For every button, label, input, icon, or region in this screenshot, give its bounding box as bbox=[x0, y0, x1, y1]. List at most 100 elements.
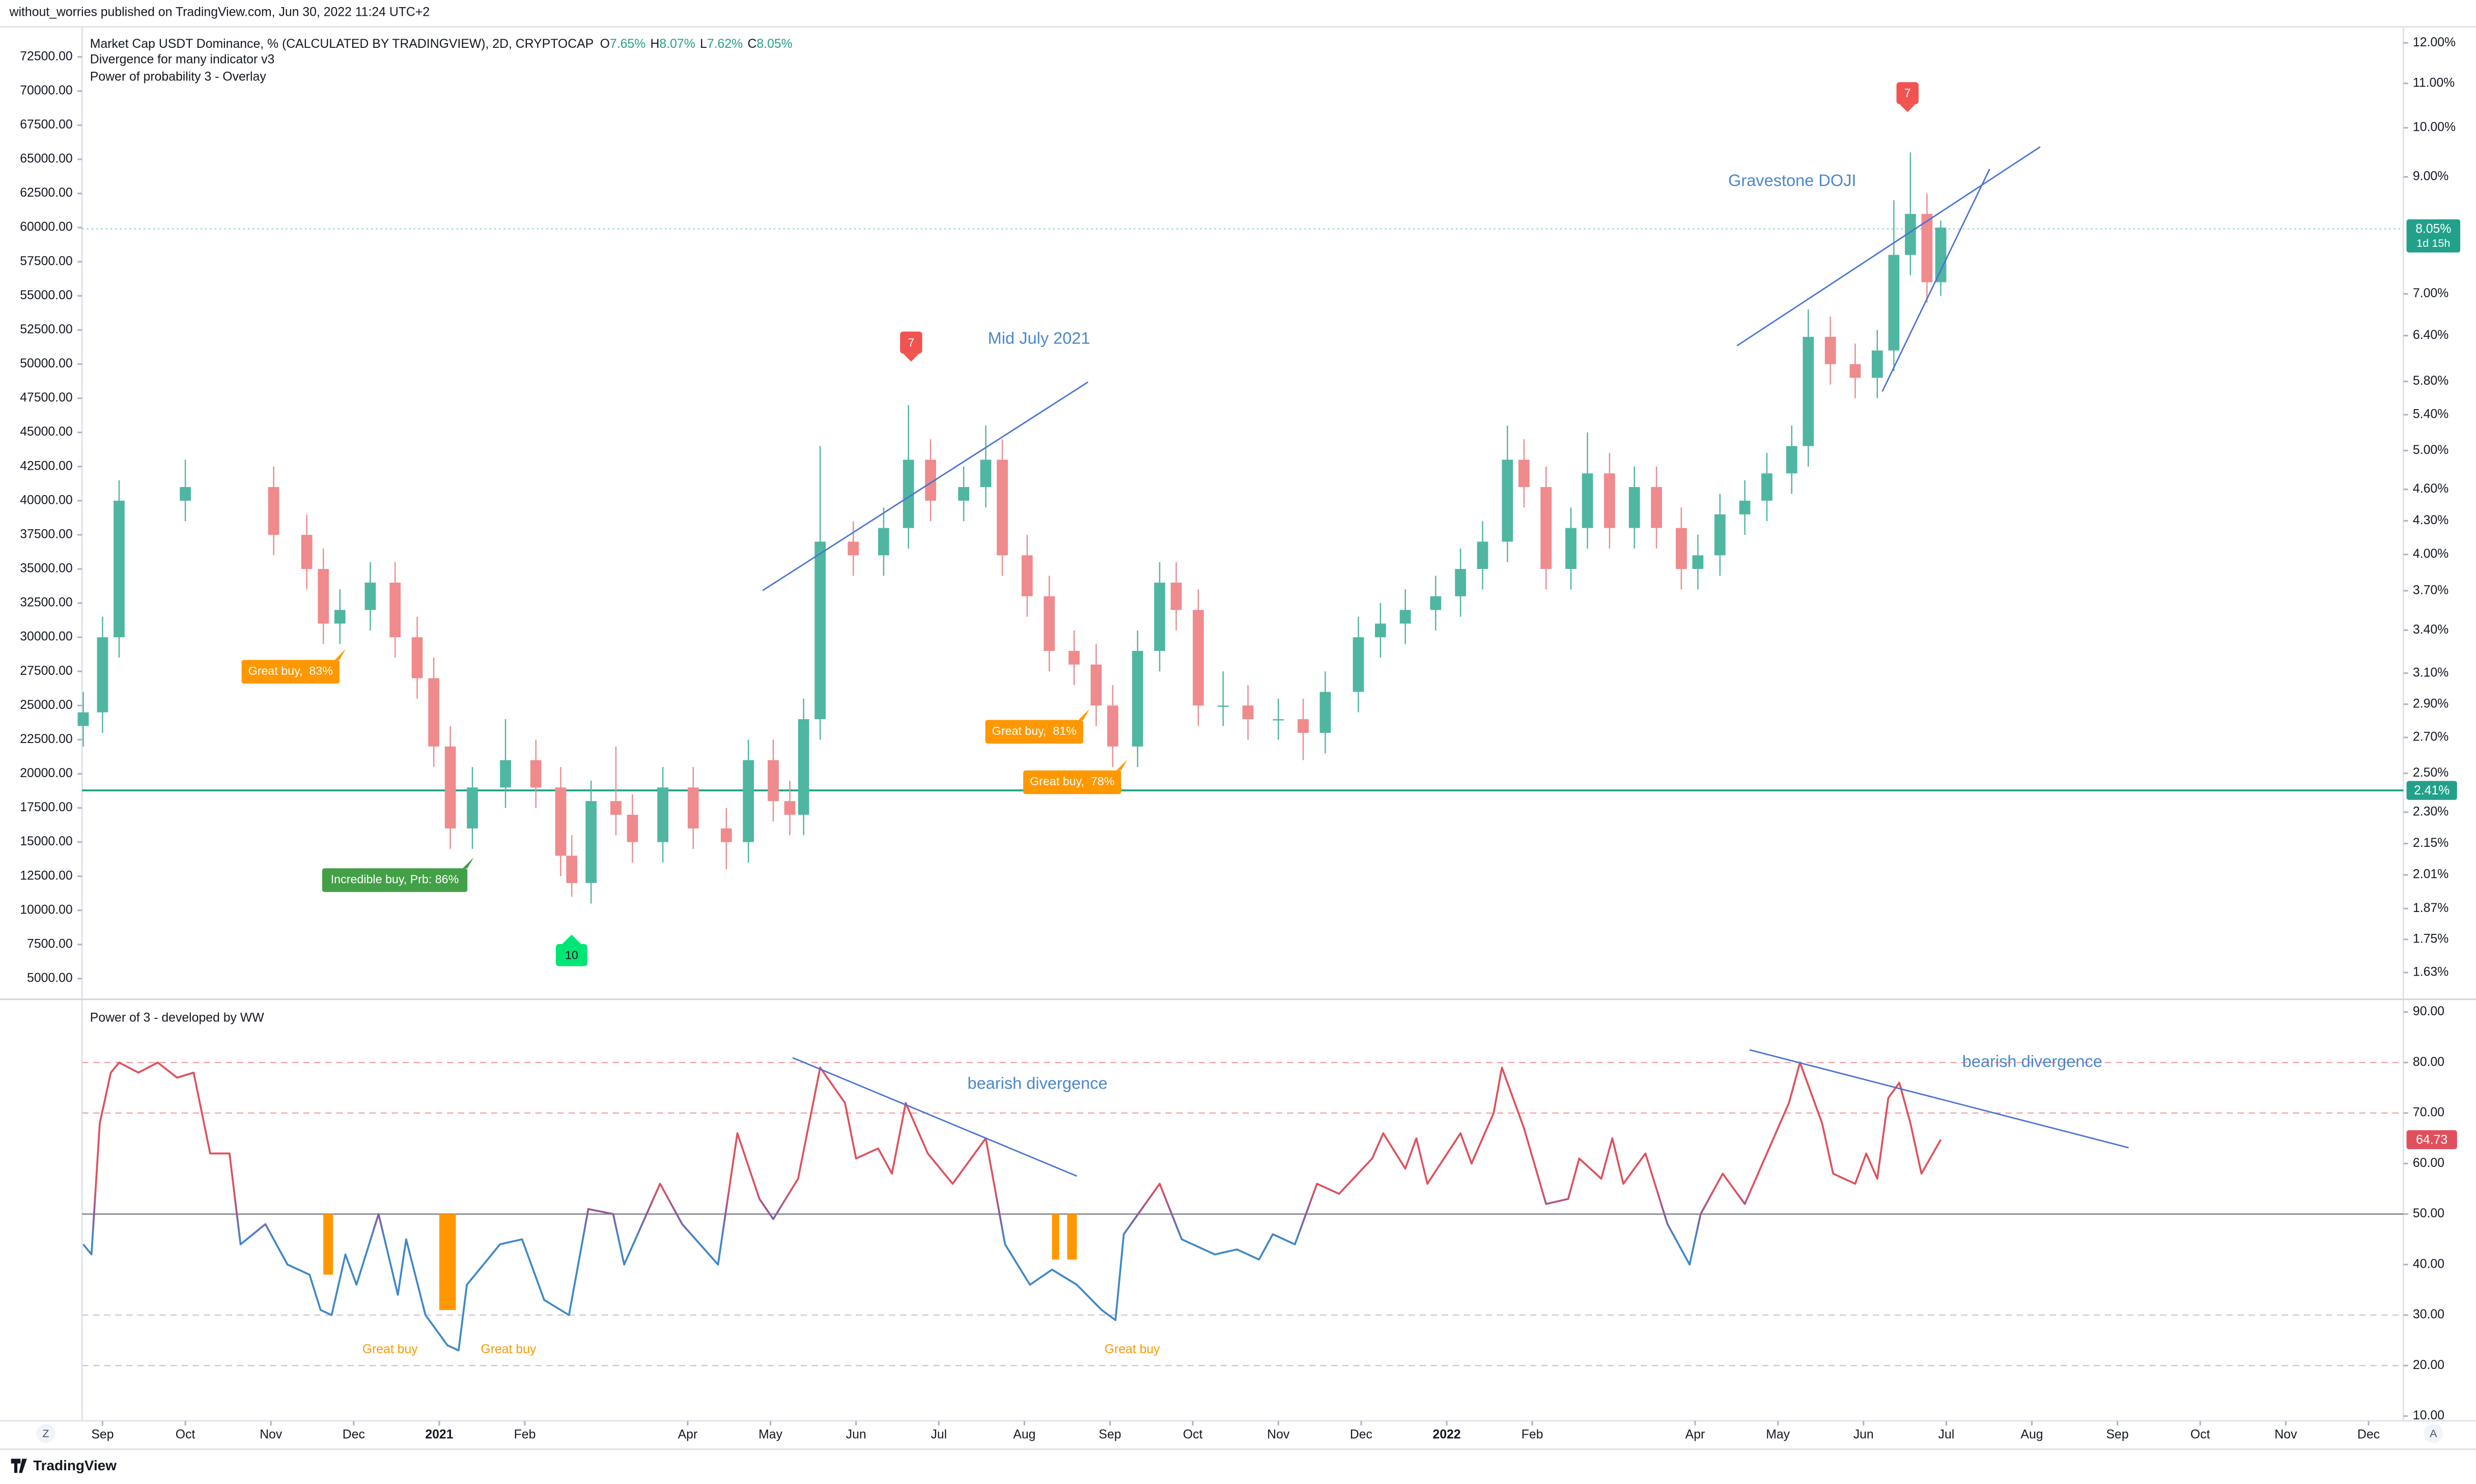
candle-body bbox=[878, 528, 889, 556]
candle-body bbox=[1651, 487, 1662, 528]
y2-tick-label: 2.70% bbox=[2413, 730, 2449, 744]
candle-body bbox=[1502, 460, 1513, 542]
last-price-badge bbox=[2406, 219, 2460, 253]
last-value-badge bbox=[2406, 1130, 2457, 1149]
signal-bar bbox=[439, 1214, 456, 1310]
x-tick-label: Nov bbox=[2274, 1428, 2297, 1441]
signal-arrow bbox=[1899, 104, 1916, 112]
candle-body bbox=[1044, 596, 1055, 651]
candle-body bbox=[411, 637, 423, 678]
y2-tick-label: 5.40% bbox=[2413, 407, 2449, 421]
y-tick-label: 52500.00 bbox=[20, 323, 72, 336]
y-tick-label: 80.00 bbox=[2413, 1055, 2444, 1069]
y2-tick-label: 11.00% bbox=[2413, 76, 2455, 90]
candle-body bbox=[1242, 705, 1254, 720]
x-tick-label: Oct bbox=[1183, 1428, 1203, 1441]
x-tick-label: Oct bbox=[176, 1428, 195, 1441]
annotation-text: Mid July 2021 bbox=[988, 329, 1090, 348]
candle-body bbox=[1319, 692, 1331, 733]
candle-body bbox=[334, 610, 346, 624]
label-box bbox=[1023, 770, 1121, 794]
candle-body bbox=[903, 460, 914, 528]
candle-body bbox=[1455, 569, 1466, 596]
candle-body bbox=[1353, 637, 1364, 692]
candle-body bbox=[610, 801, 622, 815]
logo-mark bbox=[11, 1459, 27, 1473]
x-tick-label: May bbox=[758, 1428, 782, 1441]
x-tick-label: Aug bbox=[1013, 1428, 1035, 1441]
candle-body bbox=[500, 760, 511, 788]
button-label[interactable]: A bbox=[2430, 1427, 2437, 1440]
y2-tick-label: 1.87% bbox=[2413, 901, 2449, 915]
button[interactable] bbox=[36, 1424, 55, 1443]
sell-signal: 7 bbox=[900, 331, 922, 362]
ohlc-value: 8.07% bbox=[659, 37, 695, 50]
ohlc-key: L bbox=[700, 37, 707, 50]
candle-body bbox=[1273, 719, 1284, 721]
x-tick-label: Jul bbox=[931, 1428, 947, 1441]
candle-body bbox=[1477, 541, 1488, 569]
candle-body bbox=[1399, 610, 1411, 624]
signal-bar bbox=[1067, 1214, 1077, 1260]
candle-body bbox=[1739, 500, 1751, 515]
signal-text: 7 bbox=[1904, 87, 1911, 100]
indicator-name: Power of probability 3 - Overlay bbox=[90, 70, 267, 84]
price-badge bbox=[2406, 781, 2457, 800]
trend-line bbox=[762, 381, 1089, 591]
ohlc-value: 7.62% bbox=[707, 37, 743, 50]
x-tick-label: Dec bbox=[1350, 1428, 1372, 1441]
bar-label: Great buy bbox=[1105, 1343, 1160, 1356]
y2-tick-label: 6.40% bbox=[2413, 328, 2449, 342]
candle-body bbox=[687, 787, 699, 829]
candle-body bbox=[1761, 473, 1772, 501]
y-tick-label: 40.00 bbox=[2413, 1257, 2444, 1271]
candle-body bbox=[1582, 473, 1593, 528]
bar-label: Great buy bbox=[362, 1343, 418, 1356]
ohlc-value: 7.65% bbox=[610, 37, 645, 50]
candle-body bbox=[1604, 473, 1615, 528]
legend-title: Market Cap USDT Dominance, % (CALCULATED… bbox=[90, 37, 594, 50]
candle-body bbox=[1888, 254, 1900, 351]
candle-body bbox=[97, 637, 108, 712]
y-tick-label: 10000.00 bbox=[20, 903, 72, 917]
candle-body bbox=[114, 500, 125, 638]
price-badge-label: 2.41% bbox=[2414, 784, 2450, 797]
signal-bar bbox=[323, 1214, 333, 1275]
label-text: Incredible buy, Prb: 86% bbox=[331, 873, 459, 886]
legend: Market Cap USDT Dominance, % (CALCULATED… bbox=[90, 37, 793, 50]
candle-body bbox=[814, 541, 826, 720]
y2-tick-label: 3.10% bbox=[2413, 666, 2449, 679]
candle-body bbox=[1170, 582, 1182, 610]
x-tick-label: Dec bbox=[2357, 1428, 2380, 1441]
y2-tick-label: 3.70% bbox=[2413, 583, 2449, 597]
published-note: without_worries published on TradingView… bbox=[9, 5, 430, 19]
candle-body bbox=[997, 460, 1008, 556]
ohlc-key: O bbox=[600, 37, 610, 50]
candle-body bbox=[848, 541, 859, 556]
candle-body bbox=[784, 801, 796, 815]
y-tick-label: 35000.00 bbox=[20, 562, 72, 576]
y-tick-label: 20.00 bbox=[2413, 1358, 2444, 1372]
candle-body bbox=[467, 787, 478, 829]
signal-arrow bbox=[903, 353, 919, 362]
button[interactable] bbox=[2424, 1424, 2443, 1443]
pane-title: Power of 3 - developed by WW bbox=[90, 1011, 264, 1024]
candle-body bbox=[1132, 650, 1143, 747]
candle-body bbox=[180, 487, 191, 501]
candle-body bbox=[1193, 610, 1204, 706]
label-box bbox=[322, 868, 468, 892]
label-text: Great buy, 83% bbox=[248, 664, 333, 677]
x-tick-label: 2022 bbox=[1432, 1428, 1460, 1441]
oscillator-line bbox=[82, 1061, 1942, 1352]
label-text: Great buy, 81% bbox=[992, 724, 1077, 737]
countdown-label: 1d 15h bbox=[2416, 237, 2450, 249]
y-tick-label: 55000.00 bbox=[20, 289, 72, 302]
annotation-text: bearish divergence bbox=[1962, 1052, 2102, 1070]
y-tick-label: 30000.00 bbox=[20, 630, 72, 644]
button-label[interactable]: Z bbox=[42, 1427, 49, 1440]
x-tick-label: Apr bbox=[1685, 1428, 1705, 1441]
x-tick-label: Feb bbox=[1522, 1428, 1543, 1441]
main-pane: 72500.00 70000.00 67500.00 65000.00 62500.00… bbox=[20, 36, 2460, 985]
